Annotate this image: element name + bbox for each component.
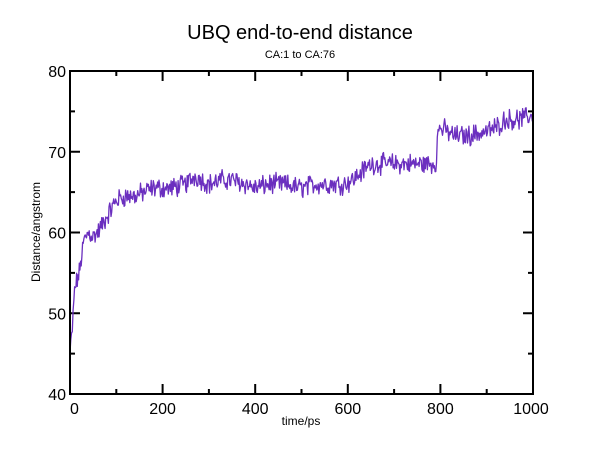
tick-label: 70 (48, 145, 66, 162)
y-axis-label: Distance/angstrom (29, 182, 43, 282)
tick-labels: 0 200 400 600 800 1000 40 50 60 70 80 (48, 64, 549, 418)
x-axis-label: time/ps (282, 414, 321, 428)
chart-title: UBQ end-to-end distance (187, 22, 413, 44)
tick-label: 1000 (513, 401, 549, 418)
tick-label: 40 (48, 387, 66, 404)
tick-label: 800 (427, 401, 454, 418)
tick-label: 60 (48, 226, 66, 243)
tick-label: 80 (48, 64, 66, 81)
data-line (69, 107, 534, 353)
axis-ticks (69, 70, 534, 395)
tick-label: 0 (70, 401, 79, 418)
tick-label: 200 (149, 401, 176, 418)
tick-label: 400 (242, 401, 269, 418)
plot-frame (69, 70, 534, 395)
tick-label: 600 (334, 401, 361, 418)
chart-subtitle: CA:1 to CA:76 (264, 49, 336, 61)
tick-label: 50 (48, 306, 66, 323)
